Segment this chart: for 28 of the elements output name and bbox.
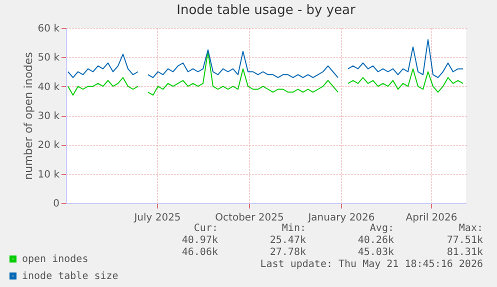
y-tick-label: 30 k bbox=[38, 111, 60, 122]
text: 40.97k bbox=[182, 235, 218, 246]
text: Avg: bbox=[370, 223, 394, 234]
legend-label: inode table size bbox=[22, 271, 118, 282]
text: 45.03k bbox=[358, 247, 394, 258]
text: 81.31k bbox=[446, 247, 483, 258]
legend-label: open inodes bbox=[22, 254, 88, 265]
text: 25.47k bbox=[270, 235, 306, 246]
y-tick-label: 10 k bbox=[38, 169, 60, 180]
y-tick-label: 60 k bbox=[38, 24, 60, 34]
text: 40.26k bbox=[358, 235, 394, 246]
y-tick-label: 40 k bbox=[38, 82, 60, 93]
x-tick-label: October 2025 bbox=[215, 212, 284, 224]
chart-title: Inode table usage - by year bbox=[176, 3, 356, 18]
text: 27.78k bbox=[270, 247, 306, 258]
x-tick-label: January 2026 bbox=[307, 212, 375, 224]
y-tick-label: 0 bbox=[53, 198, 60, 210]
text: Max: bbox=[458, 223, 483, 234]
text: 46.06k bbox=[182, 247, 218, 258]
text: Cur: bbox=[194, 223, 218, 234]
y-tick-label: 50 k bbox=[38, 52, 60, 64]
y-axis-title: number of open inodes bbox=[22, 52, 35, 180]
text: Last update: Thu May 21 18:45:16 2026 bbox=[260, 259, 483, 270]
x-tick-label: April 2026 bbox=[406, 212, 458, 224]
x-tick-label: July 2025 bbox=[133, 212, 181, 224]
text: Min: bbox=[282, 223, 306, 234]
y-tick-label: 20 k bbox=[38, 140, 60, 152]
text: 77.51k bbox=[446, 235, 483, 246]
